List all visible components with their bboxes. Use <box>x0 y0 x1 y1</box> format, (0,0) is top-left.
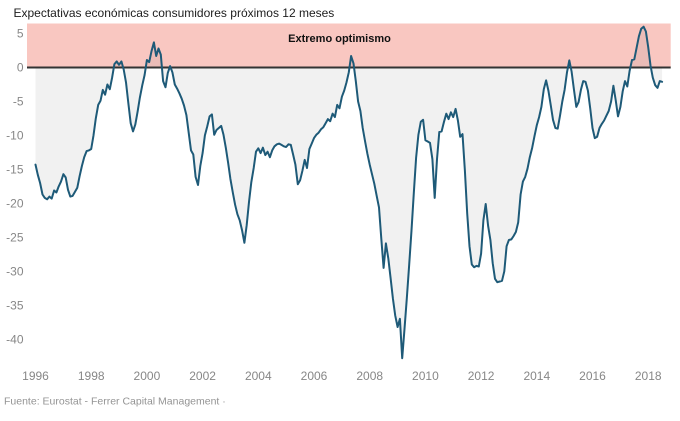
svg-text:2004: 2004 <box>245 369 272 383</box>
svg-text:Expectativas económicas consum: Expectativas económicas consumidores pró… <box>14 6 335 20</box>
svg-text:Extremo optimismo: Extremo optimismo <box>288 33 391 45</box>
svg-text:-10: -10 <box>6 129 24 143</box>
svg-text:2016: 2016 <box>579 369 606 383</box>
svg-text:-5: -5 <box>13 95 24 109</box>
svg-text:-25: -25 <box>6 231 24 245</box>
svg-text:2010: 2010 <box>412 369 439 383</box>
svg-text:-20: -20 <box>6 197 24 211</box>
svg-text:5: 5 <box>17 27 24 41</box>
svg-text:1996: 1996 <box>22 369 49 383</box>
svg-text:2008: 2008 <box>356 369 383 383</box>
svg-text:1998: 1998 <box>78 369 105 383</box>
svg-text:2014: 2014 <box>523 369 550 383</box>
svg-text:2002: 2002 <box>189 369 216 383</box>
svg-text:0: 0 <box>17 61 24 75</box>
svg-text:-35: -35 <box>6 299 24 313</box>
svg-text:2018: 2018 <box>635 369 662 383</box>
svg-text:2000: 2000 <box>134 369 161 383</box>
svg-text:2006: 2006 <box>301 369 328 383</box>
svg-text:-30: -30 <box>6 265 24 279</box>
svg-text:-40: -40 <box>6 332 24 346</box>
svg-text:-15: -15 <box>6 163 24 177</box>
svg-text:Fuente: Eurostat - Ferrer Capi: Fuente: Eurostat - Ferrer Capital Manage… <box>4 396 226 408</box>
svg-text:2012: 2012 <box>468 369 495 383</box>
